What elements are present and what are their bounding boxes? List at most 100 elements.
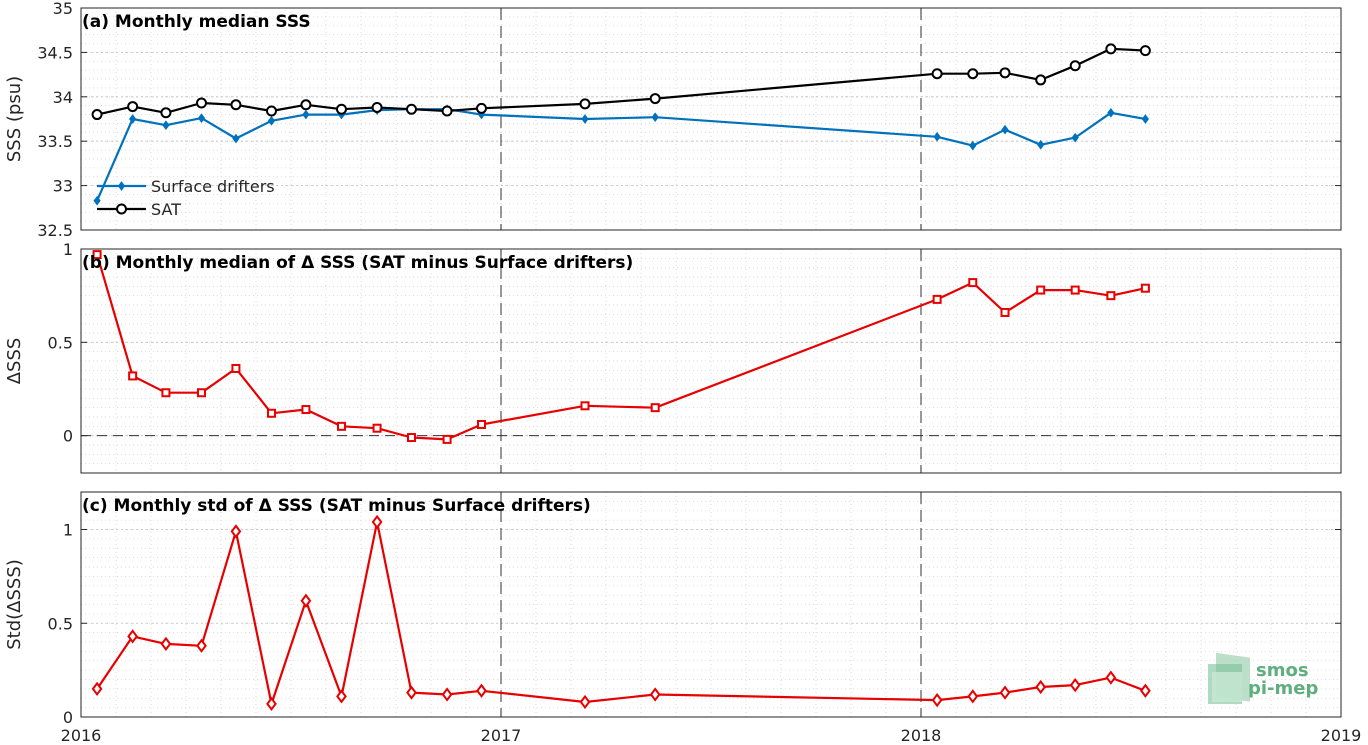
panel-title: (a) Monthly median SSS (82, 12, 311, 32)
y-tick-label: 0.5 (48, 614, 73, 633)
panel-c: 0 0.5 1 Std(ΔSSS) (c) Monthly std of Δ SSS (… (4, 491, 1362, 745)
data-point (1140, 283, 1150, 293)
data-point (301, 405, 311, 415)
data-point (372, 423, 382, 433)
data-point (650, 403, 660, 413)
axes-box (80, 491, 1342, 718)
data-point (1139, 45, 1151, 57)
y-tick-label: 32.5 (37, 221, 73, 240)
data-point (476, 683, 487, 698)
smos-pi-mep-logo: smos pi-mep (1208, 652, 1318, 704)
data-point (1071, 132, 1079, 143)
data-point (581, 114, 589, 124)
data-point (300, 593, 312, 608)
data-point (1001, 124, 1009, 135)
data-point (649, 687, 661, 702)
data-point (160, 636, 172, 652)
x-tick-label: 2019 (1321, 726, 1362, 745)
legend-label: Surface drifters (151, 177, 275, 196)
data-point (231, 363, 241, 373)
data-point (1069, 60, 1081, 72)
data-point (1106, 291, 1116, 301)
series-delta-2 (91, 514, 1151, 712)
data-point (1105, 43, 1117, 55)
data-point (442, 434, 452, 444)
data-point (651, 112, 659, 123)
data-point (196, 388, 206, 398)
grid (81, 7, 1341, 231)
y-tick-label: 33.5 (37, 132, 73, 151)
chart-panels: 32.5 33 33.5 34 34.5 35 SSS (psu) (a) Monthly m… (4, 0, 1361, 745)
y-axis-label: Std(ΔSSS) (4, 559, 25, 650)
y-tick-label: 34.5 (37, 43, 73, 62)
x-tick-label: 2016 (61, 726, 102, 745)
data-point (336, 689, 347, 704)
data-point (197, 113, 206, 123)
data-point (1035, 679, 1047, 695)
data-point (931, 68, 943, 80)
data-point (128, 371, 138, 381)
logo-line1: smos (1256, 660, 1309, 681)
series-sat (91, 43, 1151, 121)
data-point (371, 101, 383, 113)
panel-b: 0 0.5 1 ΔSSS (b) Monthly median of Δ SSS (SA… (4, 240, 1342, 474)
panel-title: (c) Monthly std of Δ SSS (SAT minus Surf… (82, 496, 591, 516)
panel-title: (b) Monthly median of Δ SSS (SAT minus S… (82, 253, 633, 273)
data-point (475, 102, 487, 114)
data-point (967, 689, 979, 704)
data-point (161, 388, 171, 398)
data-point (1070, 285, 1080, 295)
logo-line2: pi-mep (1248, 678, 1318, 699)
legend-marker (116, 203, 127, 215)
data-point (1140, 683, 1151, 698)
data-point (1000, 307, 1010, 317)
data-point (579, 694, 591, 710)
data-point (968, 278, 978, 288)
data-point (441, 687, 453, 702)
data-point (92, 250, 102, 260)
data-point (967, 68, 979, 80)
data-point (230, 99, 242, 111)
data-point (1107, 107, 1115, 118)
data-point (1069, 677, 1081, 693)
data-point (579, 98, 591, 110)
data-point (129, 114, 137, 124)
data-point (302, 109, 310, 120)
data-point (266, 408, 276, 418)
data-point (1037, 139, 1045, 150)
y-tick-label: 34 (53, 88, 73, 107)
data-point (405, 103, 417, 115)
legend-marker (117, 181, 126, 191)
data-point (91, 681, 103, 697)
data-point (196, 638, 207, 653)
logo-mark-icon (1208, 652, 1250, 704)
data-point (336, 421, 346, 431)
legend-label: SAT (151, 200, 181, 219)
data-point (335, 103, 347, 115)
data-point (232, 133, 240, 144)
data-point (160, 107, 172, 119)
y-axis-label: SSS (psu) (4, 76, 25, 162)
data-point (931, 692, 943, 708)
data-point (93, 195, 101, 206)
data-point (999, 67, 1011, 79)
data-point (267, 115, 276, 126)
data-point (406, 433, 416, 443)
y-tick-label: 33 (53, 177, 73, 196)
data-point (1035, 74, 1047, 86)
legend: Surface drifters SAT (97, 177, 275, 219)
y-tick-label: 35 (53, 0, 73, 18)
data-point (265, 105, 277, 117)
data-point (932, 294, 942, 304)
x-tick-label: 2017 (481, 726, 522, 745)
data-point (441, 105, 453, 117)
data-point (406, 685, 417, 700)
data-point (91, 109, 103, 121)
data-point (969, 140, 977, 151)
data-point (1141, 114, 1150, 124)
data-point (300, 99, 312, 111)
data-point (162, 120, 170, 131)
panel-a: 32.5 33 33.5 34 34.5 35 SSS (psu) (a) Monthly m… (4, 0, 1342, 240)
data-point (580, 401, 590, 411)
